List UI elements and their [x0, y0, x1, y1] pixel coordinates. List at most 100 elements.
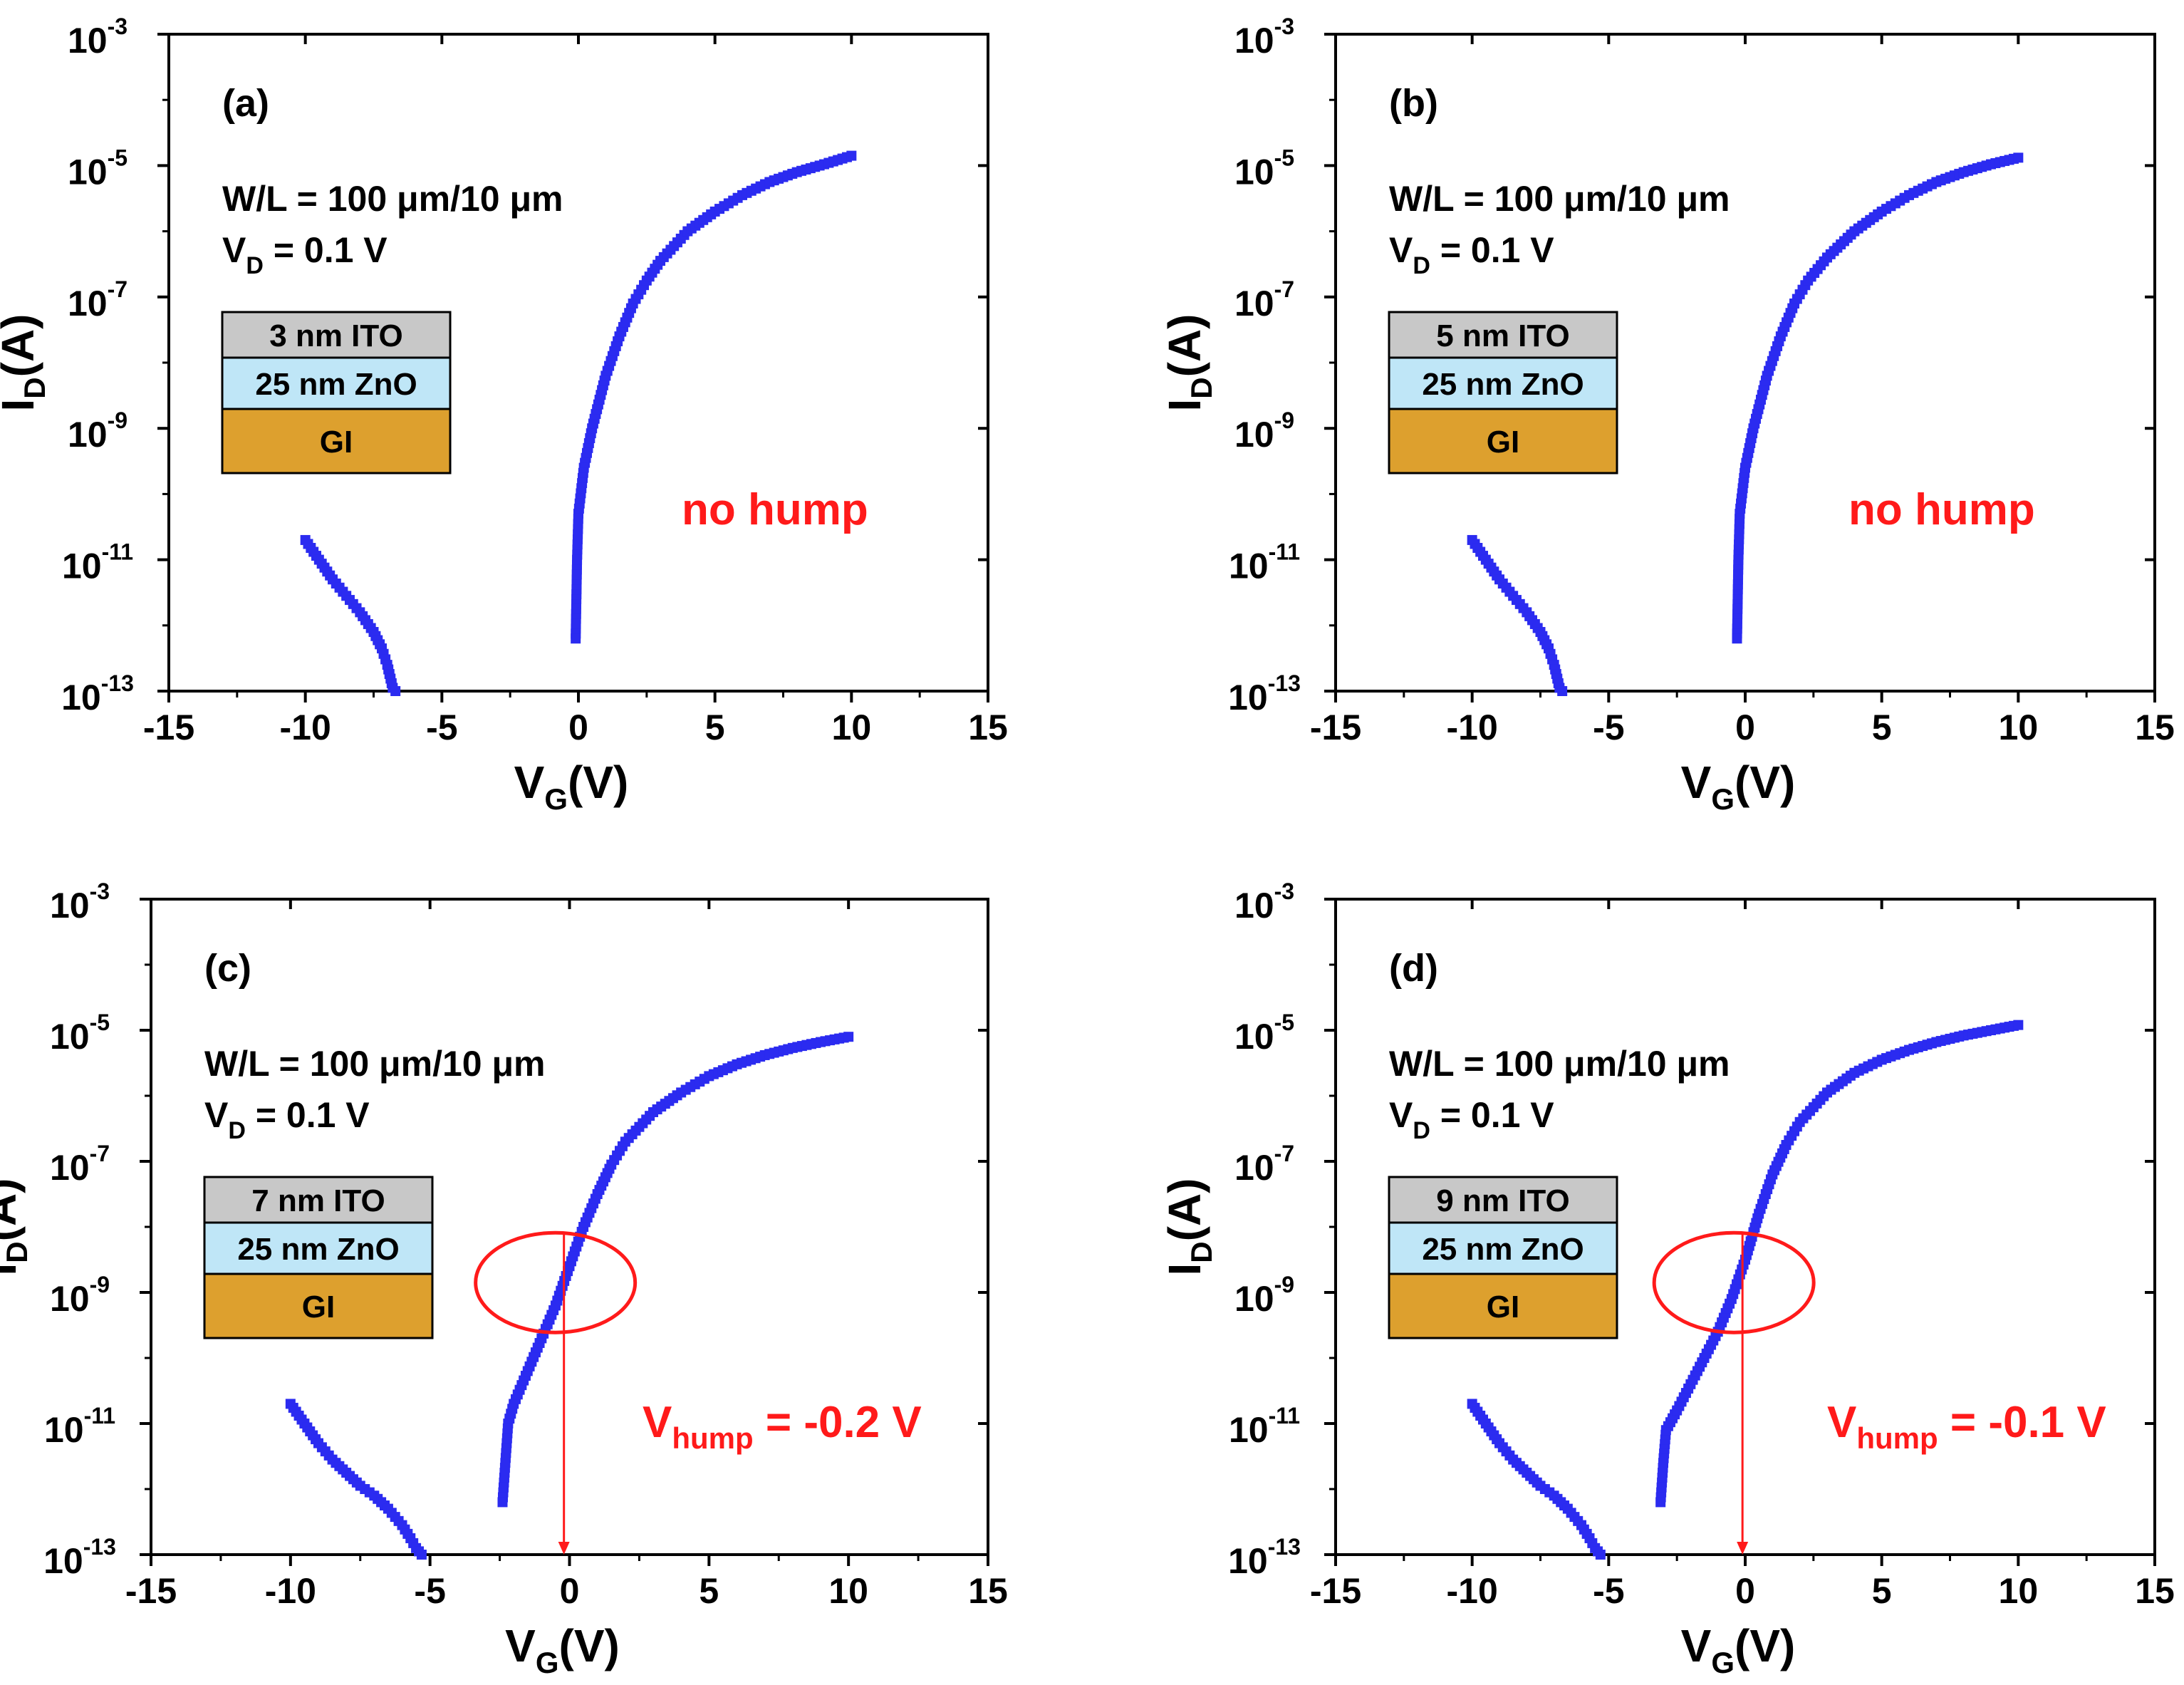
ito-layer-label: 5 nm ITO [1436, 318, 1569, 353]
gi-layer [1388, 408, 1618, 475]
y-tick-label: 10-5 [68, 145, 128, 192]
chart-panel-3: -15 -10 -5 0 5 10 1510-310-510-710-910-1110-13… [0, 878, 1008, 1679]
y-tick-exp: -13 [83, 1534, 116, 1560]
hump-voltage-label-main: V [643, 1398, 672, 1447]
hump-voltage-label-sub: hump [672, 1421, 753, 1455]
y-tick-exp: -3 [1274, 878, 1294, 904]
y-tick-exp: -7 [90, 1141, 110, 1166]
y-tick-exp: -9 [1274, 1272, 1294, 1297]
y-tick-base: 10 [1229, 1410, 1269, 1450]
panel-label: (a) [222, 82, 269, 125]
y-tick-exp: -7 [1274, 276, 1294, 302]
y-tick-label: 10-3 [1234, 878, 1294, 926]
y-tick-exp: -5 [90, 1010, 110, 1035]
y-axis-title-sub: D [1185, 377, 1218, 398]
x-tick-label: 15 [2135, 707, 2175, 747]
y-tick-label: 10-5 [50, 1010, 110, 1057]
y-axis-title: ID(A) [1159, 1178, 1218, 1276]
x-tick-label: 5 [1872, 707, 1892, 747]
y-tick-base: 10 [50, 1017, 90, 1057]
y-tick-base: 10 [43, 1541, 83, 1581]
x-axis-title: VG(V) [1681, 757, 1796, 816]
device-geometry: W/L = 100 μm/10 μm [1389, 179, 1730, 219]
drain-voltage: VD = 0.1 V [1389, 1095, 1554, 1144]
y-axis-title-sub: D [0, 1241, 33, 1263]
drain-voltage: VD = 0.1 V [1389, 230, 1554, 279]
y-tick-label: 10-7 [50, 1141, 110, 1188]
y-axis-title-rest: (A) [1159, 1178, 1210, 1242]
y-tick-exp: -9 [108, 408, 128, 433]
data-point [1557, 686, 1568, 696]
x-tick-label: -5 [1593, 1571, 1624, 1611]
x-tick-label: 5 [705, 707, 725, 747]
drain-voltage-sub: D [246, 252, 264, 279]
chart-panel-1: -15 -10 -5 0 5 10 1510-310-510-710-910-1110-13… [0, 14, 1008, 816]
y-tick-base: 10 [1229, 546, 1269, 586]
y-tick-label: 10-7 [1234, 1141, 1294, 1188]
y-tick-exp: -5 [1274, 1010, 1294, 1035]
y-tick-label: 10-13 [1228, 1534, 1301, 1581]
ito-layer-label: 3 nm ITO [269, 318, 402, 353]
y-tick-exp: -11 [84, 1403, 115, 1429]
y-tick-base: 10 [50, 1279, 90, 1319]
y-tick-base: 10 [1234, 21, 1274, 61]
hump-voltage-label-rest: = -0.2 V [754, 1398, 922, 1447]
y-axis-title: ID(A) [0, 1178, 33, 1276]
gi-layer [203, 1272, 434, 1339]
x-tick-label: -10 [265, 1571, 316, 1611]
series-off-branch [285, 1399, 427, 1560]
x-tick-label: 15 [2135, 1571, 2175, 1611]
x-axis-title-rest: (V) [1735, 1620, 1795, 1671]
x-tick-label: 10 [1999, 707, 2039, 747]
drain-voltage-sub: D [228, 1117, 246, 1144]
y-tick-label: 10-5 [1234, 1010, 1294, 1057]
zno-layer-label: 25 nm ZnO [255, 367, 417, 402]
hump-voltage-label-sub: hump [1856, 1421, 1938, 1455]
gi-layer [221, 408, 452, 475]
ito-layer-label: 7 nm ITO [251, 1183, 385, 1218]
y-tick-exp: -9 [90, 1272, 110, 1297]
panel-label: (c) [204, 947, 251, 990]
ito-layer-label: 9 nm ITO [1436, 1183, 1569, 1218]
y-tick-base: 10 [1234, 886, 1274, 926]
device-geometry: W/L = 100 μm/10 μm [204, 1044, 546, 1084]
gi-layer-label: GI [1487, 425, 1519, 460]
x-axis-title: VG(V) [1681, 1620, 1796, 1679]
y-tick-label: 10-9 [68, 408, 128, 455]
x-tick-label: -5 [414, 1571, 445, 1611]
hump-voltage-label: Vhump = -0.2 V [643, 1398, 922, 1455]
y-axis-title-sub: D [18, 377, 51, 398]
x-axis-title-sub: G [536, 1646, 559, 1679]
x-tick-label: 0 [1735, 707, 1755, 747]
data-point [1595, 1550, 1606, 1560]
y-tick-label: 10-11 [62, 539, 133, 586]
y-axis-title-sub: D [1185, 1241, 1218, 1263]
gi-layer-label: GI [302, 1290, 335, 1324]
note-no-hump: no hump [1848, 485, 2035, 534]
y-tick-exp: -3 [90, 878, 110, 904]
x-tick-label: -10 [280, 707, 331, 747]
x-tick-label: 5 [1872, 1571, 1892, 1611]
series-off-branch [1467, 1399, 1606, 1560]
device-geometry: W/L = 100 μm/10 μm [222, 179, 563, 219]
hump-ellipse [474, 1230, 638, 1334]
y-tick-label: 10-7 [68, 276, 128, 323]
y-tick-exp: -9 [1274, 408, 1294, 433]
series-off-branch [300, 534, 401, 696]
drain-voltage-rest: = 0.1 V [246, 1095, 370, 1135]
x-tick-label: 10 [828, 1571, 868, 1611]
x-tick-label: 10 [832, 707, 872, 747]
y-tick-label: 10-7 [1234, 276, 1294, 323]
drain-voltage: VD = 0.1 V [204, 1095, 370, 1144]
drain-voltage-sub: D [1413, 252, 1430, 279]
y-tick-label: 10-5 [1234, 145, 1294, 192]
series-on-branch [497, 1032, 854, 1508]
x-tick-label: -5 [426, 707, 457, 747]
x-axis-title-main: V [1681, 1620, 1712, 1671]
hump-voltage-label-rest: = -0.1 V [1938, 1398, 2106, 1447]
data-point [2013, 152, 2024, 163]
x-tick-label: -5 [1593, 707, 1624, 747]
x-axis-title-sub: G [1711, 782, 1735, 816]
device-geometry: W/L = 100 μm/10 μm [1389, 1044, 1730, 1084]
y-axis-title-rest: (A) [0, 1178, 26, 1242]
